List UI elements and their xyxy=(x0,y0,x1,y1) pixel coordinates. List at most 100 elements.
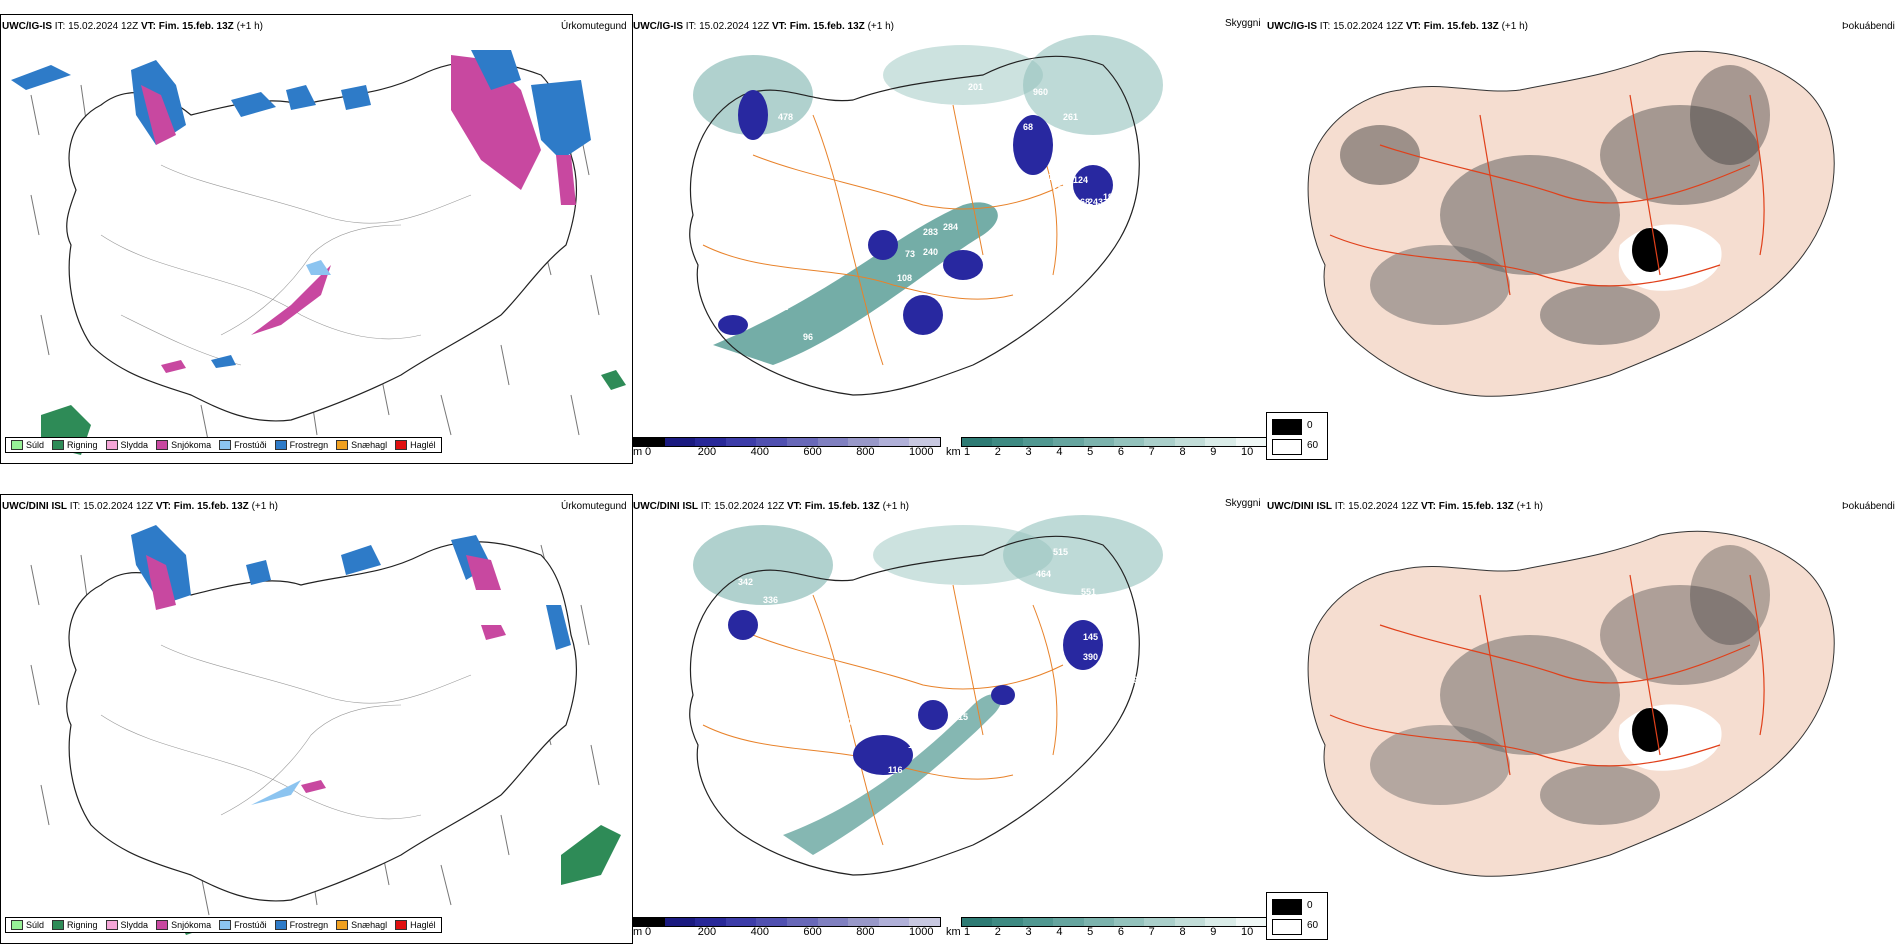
fog-map-2 xyxy=(1307,530,1835,877)
visibility-tick: 10 xyxy=(1241,926,1254,938)
precip-legend-item: Frostregn xyxy=(274,440,329,450)
visibility-tick: 4 xyxy=(1056,446,1063,458)
fog-shading-2 xyxy=(1370,545,1770,825)
ceiling-tick: 200 xyxy=(697,926,717,938)
precip-legend-item: Frostúði xyxy=(219,440,267,450)
legend-swatch xyxy=(274,440,287,450)
legend-swatch xyxy=(395,920,408,930)
visibility-color-cell xyxy=(992,438,1023,446)
ceiling-value-label: 93 xyxy=(1133,675,1143,685)
precip-legend-item: Snæhagl xyxy=(336,440,387,450)
precip-legend-item: Frostúði xyxy=(219,920,267,930)
visibility-color-cell xyxy=(1114,918,1145,926)
legend-label: Slydda xyxy=(120,440,149,450)
visibility-tick: 3 xyxy=(1025,926,1032,938)
ceiling-color-cell xyxy=(634,438,665,446)
precip-areas-2 xyxy=(131,525,621,935)
ceiling-color-cell xyxy=(786,438,818,446)
legend-label: Frostregn xyxy=(289,440,329,450)
visibility-labels-2: km 1 2 3 4 5 6 7 8 9 10 xyxy=(946,926,1271,940)
legend-label: Rigning xyxy=(67,920,98,930)
visibility-tick: 6 xyxy=(1117,926,1124,938)
roads-2 xyxy=(100,644,472,820)
ceiling-value-label: 103 xyxy=(1048,172,1063,182)
ceiling-value-label: 515 xyxy=(953,712,968,722)
ceiling-tick: 0 xyxy=(645,446,652,458)
ceiling-color-cell xyxy=(695,918,726,926)
visibility-color-cell xyxy=(1083,918,1115,926)
legend-label: Snæhagl xyxy=(351,440,388,450)
visibility-color-cell xyxy=(1205,918,1236,926)
legend-swatch xyxy=(219,440,232,450)
iceland-outline-cloud xyxy=(689,55,1140,396)
ceiling-value-label: 336 xyxy=(763,595,778,605)
ceiling-value-label: 262 xyxy=(1053,182,1068,192)
precip-legend-item: Súld xyxy=(11,920,44,930)
visibility-color-cell xyxy=(962,918,993,926)
ceiling-tick: 400 xyxy=(750,926,769,938)
ceiling-value-label: 138 xyxy=(1118,177,1133,187)
precip-map-2 xyxy=(30,525,621,935)
ceiling-value-label: 102 xyxy=(908,740,923,750)
precip-legend: Súld Rigning Slydda Snjókoma Frostúði Frostre… xyxy=(5,437,442,453)
precip-legend-item: Rigning xyxy=(52,440,98,450)
ceiling-color-cell xyxy=(786,918,818,926)
legend-label: Slydda xyxy=(120,920,149,930)
ceiling-value-label: 284 xyxy=(943,222,958,232)
precip-header-1: UWC/IG-IS IT: 15.02.2024 12Z VT: Fim. 15… xyxy=(2,21,263,32)
ceiling-color-cell xyxy=(756,438,787,446)
ceiling-value-label: 167 xyxy=(758,617,773,627)
fog-map-1 xyxy=(1307,50,1835,397)
ceiling-value-label: 342 xyxy=(738,577,753,587)
legend-label: Snjókoma xyxy=(171,920,212,930)
fog-legend-1: 0 60 xyxy=(1266,412,1328,460)
precip-legend-item: Snjókoma xyxy=(156,440,211,450)
precip-map-frame-1: Súld Rigning Slydda Snjókoma Frostúði Frostre… xyxy=(0,14,633,464)
legend-label: Frostúði xyxy=(234,920,267,930)
ceiling-tick: 0 xyxy=(645,926,652,938)
red-rivers xyxy=(1329,94,1765,296)
ceiling-tick: 800 xyxy=(856,926,875,938)
ceiling-color-cell xyxy=(817,918,849,926)
visibility-color-cell xyxy=(1053,438,1084,446)
visibility-color-cell xyxy=(1235,438,1267,446)
legend-swatch xyxy=(395,440,408,450)
ceiling-unit: m xyxy=(633,446,643,458)
legend-label: Súld xyxy=(26,920,45,930)
fog-swatch-black xyxy=(1272,419,1302,435)
ceiling-labels-2: m 0 200 400 600 800 1000 xyxy=(633,926,939,940)
cloud-header-1: UWC/IG-IS IT: 15.02.2024 12Z VT: Fim. 15… xyxy=(633,21,894,32)
precip-legend-item: Slydda xyxy=(105,440,149,450)
precip-title-1: Úrkomutegund xyxy=(561,21,627,32)
precip-title-2: Úrkomutegund xyxy=(561,501,627,512)
ceiling-value-label: 170 xyxy=(843,717,858,727)
visibility-tick: 5 xyxy=(1087,926,1094,938)
ceiling-tick: 200 xyxy=(697,446,717,458)
fog-swatch-white xyxy=(1272,439,1302,455)
visibility-color-cell xyxy=(962,438,993,446)
legend-label: Snjókoma xyxy=(171,440,212,450)
precip-legend-2: Súld Rigning Slydda Snjókoma Frostúði Frostre… xyxy=(5,917,442,933)
ceiling-color-cell xyxy=(878,438,910,446)
ceiling-value-label: 43 xyxy=(1038,755,1048,765)
ceiling-value-label: 175 xyxy=(1113,152,1128,162)
ceiling-color-cell xyxy=(634,918,665,926)
fog-shading xyxy=(1340,65,1770,345)
legend-label: Snæhagl xyxy=(351,920,388,930)
ceiling-value-label: 108 xyxy=(897,273,912,283)
visibility-tick: 8 xyxy=(1179,446,1186,458)
iceland-outline-2 xyxy=(66,541,578,902)
ceiling-tick: 600 xyxy=(803,446,822,458)
iceland-land-fog-2 xyxy=(1307,530,1835,877)
visibility-labels-1: km 1 2 3 4 5 6 7 8 9 10 xyxy=(946,446,1271,460)
visibility-tick: 9 xyxy=(1210,926,1217,938)
visibility-color-cell xyxy=(992,918,1023,926)
visibility-tick: 7 xyxy=(1148,926,1155,938)
precip-legend-item: Rigning xyxy=(52,920,98,930)
ceiling-value-label: 145 xyxy=(1083,632,1098,642)
ceiling-tick: 800 xyxy=(856,446,875,458)
red-rivers-2 xyxy=(1329,574,1765,776)
legend-swatch xyxy=(336,920,349,930)
fog-header-1: UWC/IG-IS IT: 15.02.2024 12Z VT: Fim. 15… xyxy=(1267,21,1528,32)
fog-title-1: Þokuábendi xyxy=(1842,21,1895,32)
